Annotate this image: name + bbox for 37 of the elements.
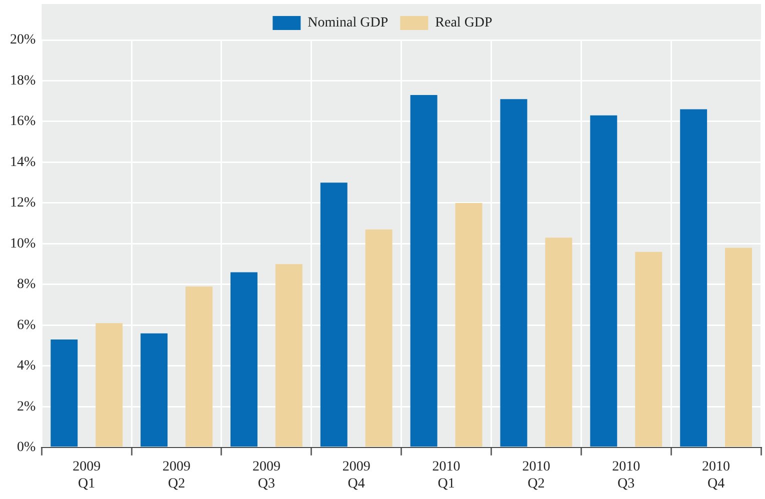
x-tick-label: 2009 Q1 xyxy=(72,459,101,492)
y-tick-label: 12% xyxy=(10,196,36,211)
y-tick-label: 2% xyxy=(16,399,36,414)
x-tick-label: 2009 Q4 xyxy=(342,459,370,492)
y-tick-label: 14% xyxy=(10,154,36,170)
x-tick-label: 2009 Q3 xyxy=(252,459,280,492)
y-tick-label: 8% xyxy=(16,277,36,292)
x-tick-label: 2010 Q3 xyxy=(612,459,640,492)
y-tick-label: 4% xyxy=(16,358,36,374)
x-tick-label: 2010 Q4 xyxy=(702,459,730,492)
bar xyxy=(275,264,302,447)
bar xyxy=(500,99,528,447)
y-tick-label: 10% xyxy=(10,236,36,252)
bar xyxy=(635,252,662,447)
bar xyxy=(410,95,438,447)
bar xyxy=(725,248,752,447)
y-tick-label: 18% xyxy=(10,73,36,88)
bar xyxy=(365,229,392,447)
bar xyxy=(455,202,482,447)
y-tick-label: 0% xyxy=(16,440,36,456)
bar xyxy=(320,182,348,447)
bar xyxy=(230,272,258,447)
y-tick-label: 16% xyxy=(10,114,36,130)
legend-label: Nominal GDP xyxy=(308,16,388,31)
bar xyxy=(96,323,123,447)
bar xyxy=(545,238,572,447)
x-tick-label: 2009 Q2 xyxy=(162,459,191,492)
x-tick-label: 2010 Q1 xyxy=(432,459,460,492)
y-tick-label: 20% xyxy=(10,32,36,48)
bar xyxy=(140,333,168,447)
bar xyxy=(590,115,618,447)
y-tick-label: 6% xyxy=(16,318,36,333)
bar xyxy=(680,109,708,447)
bar xyxy=(50,339,78,447)
bar xyxy=(186,286,213,447)
legend-label: Real GDP xyxy=(435,16,493,31)
x-tick-label: 2010 Q2 xyxy=(522,459,550,492)
